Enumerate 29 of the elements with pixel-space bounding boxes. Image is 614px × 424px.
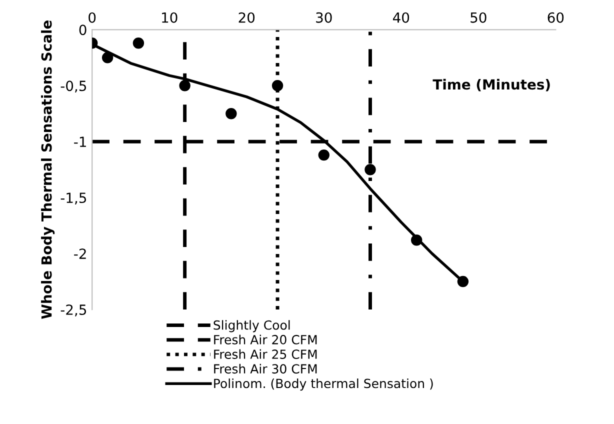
y-axis-title: Whole Body Thermal Sensations Scale: [41, 20, 55, 319]
y-tick-label: -0,5: [60, 80, 86, 93]
point: [226, 108, 237, 120]
x-tick-label: 40: [392, 12, 410, 23]
legend-label: Fresh Air 25 CFM: [214, 349, 317, 359]
point: [364, 164, 376, 176]
y-tick-label: -1: [74, 136, 86, 147]
y-tick-label: -1,5: [60, 192, 86, 204]
x-axis-title: Time (Minutes): [432, 78, 550, 92]
point: [272, 80, 284, 92]
x-tick-label: 0: [88, 12, 96, 23]
point: [318, 149, 330, 161]
x-tick-label: 30: [316, 12, 332, 23]
point: [179, 80, 190, 92]
legend-label: Fresh Air 30 CFM: [214, 364, 317, 374]
y-tick-label: -2: [74, 248, 86, 259]
x-tick-label: 20: [238, 12, 255, 23]
legend-label: Fresh Air 20 CFM: [214, 334, 317, 344]
point: [457, 276, 469, 288]
x-tick-label: 10: [162, 12, 178, 23]
x-tick-label: 60: [548, 12, 564, 23]
point: [102, 52, 114, 64]
y-tick-label: -2,5: [60, 304, 86, 316]
legend-label: Polinom. (Body thermal Sensation ): [214, 378, 433, 391]
y-tick-label: 0: [79, 24, 86, 36]
point: [410, 234, 422, 246]
point: [132, 38, 144, 49]
x-tick-label: 50: [470, 12, 486, 23]
legend-label: Slightly Cool: [214, 320, 290, 332]
